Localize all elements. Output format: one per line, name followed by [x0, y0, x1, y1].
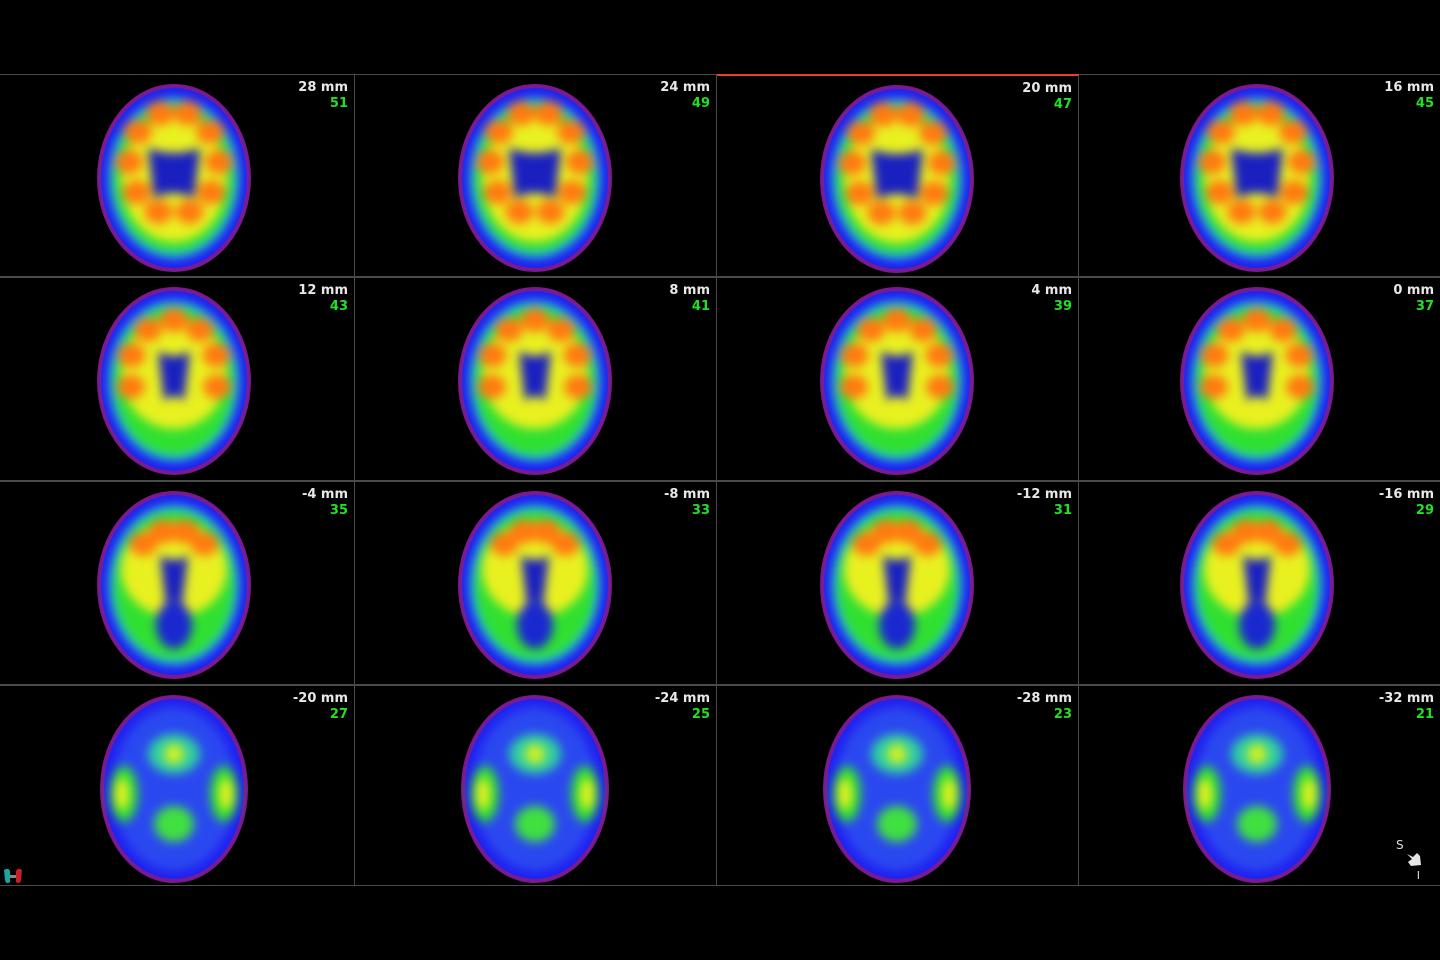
- slice-label: 4 mm 39: [1031, 283, 1072, 315]
- slice-viewport[interactable]: 16 mm 45: [1079, 74, 1440, 277]
- slice-position-mm: 20 mm: [1022, 81, 1072, 96]
- pet-slice-image: [97, 287, 251, 475]
- slice-viewport[interactable]: 0 mm 37: [1079, 277, 1440, 481]
- pet-slice-image: [823, 695, 971, 883]
- app-logo-icon: [4, 868, 22, 884]
- slice-index: 51: [329, 96, 348, 111]
- slice-index: 37: [1415, 299, 1434, 314]
- slice-position-mm: -16 mm: [1378, 487, 1434, 502]
- slice-viewport[interactable]: 24 mm 49: [355, 74, 717, 277]
- orientation-marker: S I: [1396, 838, 1430, 882]
- slice-position-mm: 4 mm: [1031, 283, 1072, 298]
- slice-index: 35: [329, 503, 348, 518]
- slice-label: 12 mm 43: [298, 283, 348, 315]
- slice-viewport[interactable]: 12 mm 43: [0, 277, 355, 481]
- slice-label: -24 mm 25: [655, 691, 710, 723]
- viewport-grid: 28 mm 51 24 mm 49 20 mm 47 16 mm 45 12 mm 43 8 mm 4…: [0, 74, 1440, 886]
- orientation-inferior-label: I: [1416, 869, 1420, 882]
- slice-label: -28 mm 23: [1017, 691, 1072, 723]
- slice-index: 29: [1415, 503, 1434, 518]
- slice-label: -8 mm 33: [664, 487, 710, 519]
- slice-index: 47: [1053, 97, 1072, 112]
- slice-position-mm: 12 mm: [298, 283, 348, 298]
- pet-slice-image: [458, 287, 612, 475]
- slice-position-mm: 24 mm: [660, 80, 710, 95]
- slice-position-mm: -12 mm: [1016, 487, 1072, 502]
- slice-position-mm: 8 mm: [669, 283, 710, 298]
- pet-slice-image: [1180, 84, 1334, 272]
- slice-viewport[interactable]: -20 mm 27: [0, 685, 355, 886]
- pet-slice-image: [461, 695, 609, 883]
- slice-viewport[interactable]: -4 mm 35: [0, 481, 355, 685]
- pet-slice-image: [1180, 491, 1334, 679]
- slice-viewport[interactable]: 4 mm 39: [717, 277, 1079, 481]
- slice-label: -32 mm 21: [1379, 691, 1434, 723]
- pet-slice-image: [1180, 287, 1334, 475]
- pet-slice-image: [100, 695, 248, 883]
- slice-index: 33: [691, 503, 710, 518]
- slice-index: 21: [1415, 707, 1434, 722]
- slice-position-mm: -28 mm: [1016, 691, 1072, 706]
- slice-index: 45: [1415, 96, 1434, 111]
- pet-slice-image: [458, 84, 612, 272]
- slice-viewport[interactable]: -16 mm 29: [1079, 481, 1440, 685]
- pet-slice-image: [820, 287, 974, 475]
- slice-viewport[interactable]: -32 mm 21: [1079, 685, 1440, 886]
- slice-index: 43: [329, 299, 348, 314]
- slice-label: -20 mm 27: [293, 691, 348, 723]
- slice-position-mm: -8 mm: [663, 487, 710, 502]
- slice-label: 16 mm 45: [1384, 80, 1434, 112]
- slice-index: 41: [691, 299, 710, 314]
- slice-viewport[interactable]: 28 mm 51: [0, 74, 355, 277]
- slice-viewport[interactable]: -24 mm 25: [355, 685, 717, 886]
- slice-position-mm: -4 mm: [301, 487, 348, 502]
- slice-position-mm: -32 mm: [1378, 691, 1434, 706]
- slice-label: 24 mm 49: [660, 80, 710, 112]
- slice-index: 25: [691, 707, 710, 722]
- slice-position-mm: 28 mm: [298, 80, 348, 95]
- pet-slice-image: [97, 84, 251, 272]
- slice-label: -12 mm 31: [1017, 487, 1072, 519]
- slice-label: 20 mm 47: [1022, 81, 1072, 113]
- slice-position-mm: -24 mm: [654, 691, 710, 706]
- slice-label: 28 mm 51: [298, 80, 348, 112]
- slice-label: 8 mm 41: [669, 283, 710, 315]
- slice-position-mm: 16 mm: [1384, 80, 1434, 95]
- slice-label: -16 mm 29: [1379, 487, 1434, 519]
- orientation-arrow-icon: [1407, 853, 1421, 866]
- slice-index: 27: [329, 707, 348, 722]
- slice-position-mm: 0 mm: [1393, 283, 1434, 298]
- pet-slice-image: [458, 491, 612, 679]
- slice-index: 23: [1053, 707, 1072, 722]
- pet-slice-image: [820, 85, 974, 273]
- slice-index: 49: [691, 96, 710, 111]
- slice-viewport[interactable]: -28 mm 23: [717, 685, 1079, 886]
- orientation-superior-label: S: [1396, 838, 1404, 852]
- slice-viewport[interactable]: -12 mm 31: [717, 481, 1079, 685]
- slice-label: -4 mm 35: [302, 487, 348, 519]
- slice-viewport[interactable]: 8 mm 41: [355, 277, 717, 481]
- slice-index: 39: [1053, 299, 1072, 314]
- slice-position-mm: -20 mm: [292, 691, 348, 706]
- pet-slice-image: [97, 491, 251, 679]
- slice-index: 31: [1053, 503, 1072, 518]
- slice-viewport[interactable]: -8 mm 33: [355, 481, 717, 685]
- pet-slice-image: [1183, 695, 1331, 883]
- slice-viewport[interactable]: 20 mm 47: [717, 74, 1079, 277]
- slice-label: 0 mm 37: [1393, 283, 1434, 315]
- pet-slice-image: [820, 491, 974, 679]
